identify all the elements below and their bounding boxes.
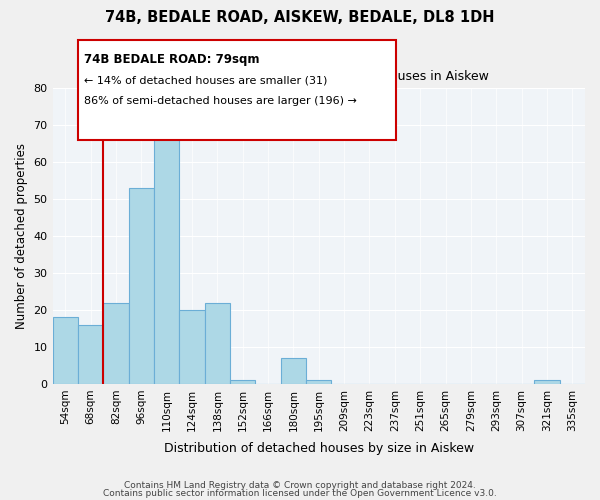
Y-axis label: Number of detached properties: Number of detached properties (15, 143, 28, 329)
Text: 74B BEDALE ROAD: 79sqm: 74B BEDALE ROAD: 79sqm (84, 52, 260, 66)
Bar (128, 188, 154, 384)
Bar (534, 380, 560, 384)
Text: ← 14% of detached houses are smaller (31): ← 14% of detached houses are smaller (31… (84, 76, 328, 86)
Bar (103, 302, 128, 384)
Bar (53, 318, 78, 384)
Text: Contains HM Land Registry data © Crown copyright and database right 2024.: Contains HM Land Registry data © Crown c… (124, 480, 476, 490)
Title: Size of property relative to detached houses in Aiskew: Size of property relative to detached ho… (148, 70, 489, 83)
Bar (78, 325, 103, 384)
Bar (205, 302, 230, 384)
Text: Contains public sector information licensed under the Open Government Licence v3: Contains public sector information licen… (103, 489, 497, 498)
Bar (179, 310, 205, 384)
X-axis label: Distribution of detached houses by size in Aiskew: Distribution of detached houses by size … (164, 442, 474, 455)
Text: 86% of semi-detached houses are larger (196) →: 86% of semi-detached houses are larger (… (84, 96, 357, 106)
Bar (230, 380, 256, 384)
Bar (281, 358, 306, 384)
Text: 74B, BEDALE ROAD, AISKEW, BEDALE, DL8 1DH: 74B, BEDALE ROAD, AISKEW, BEDALE, DL8 1D… (105, 10, 495, 25)
Bar (306, 380, 331, 384)
Bar (154, 136, 179, 384)
